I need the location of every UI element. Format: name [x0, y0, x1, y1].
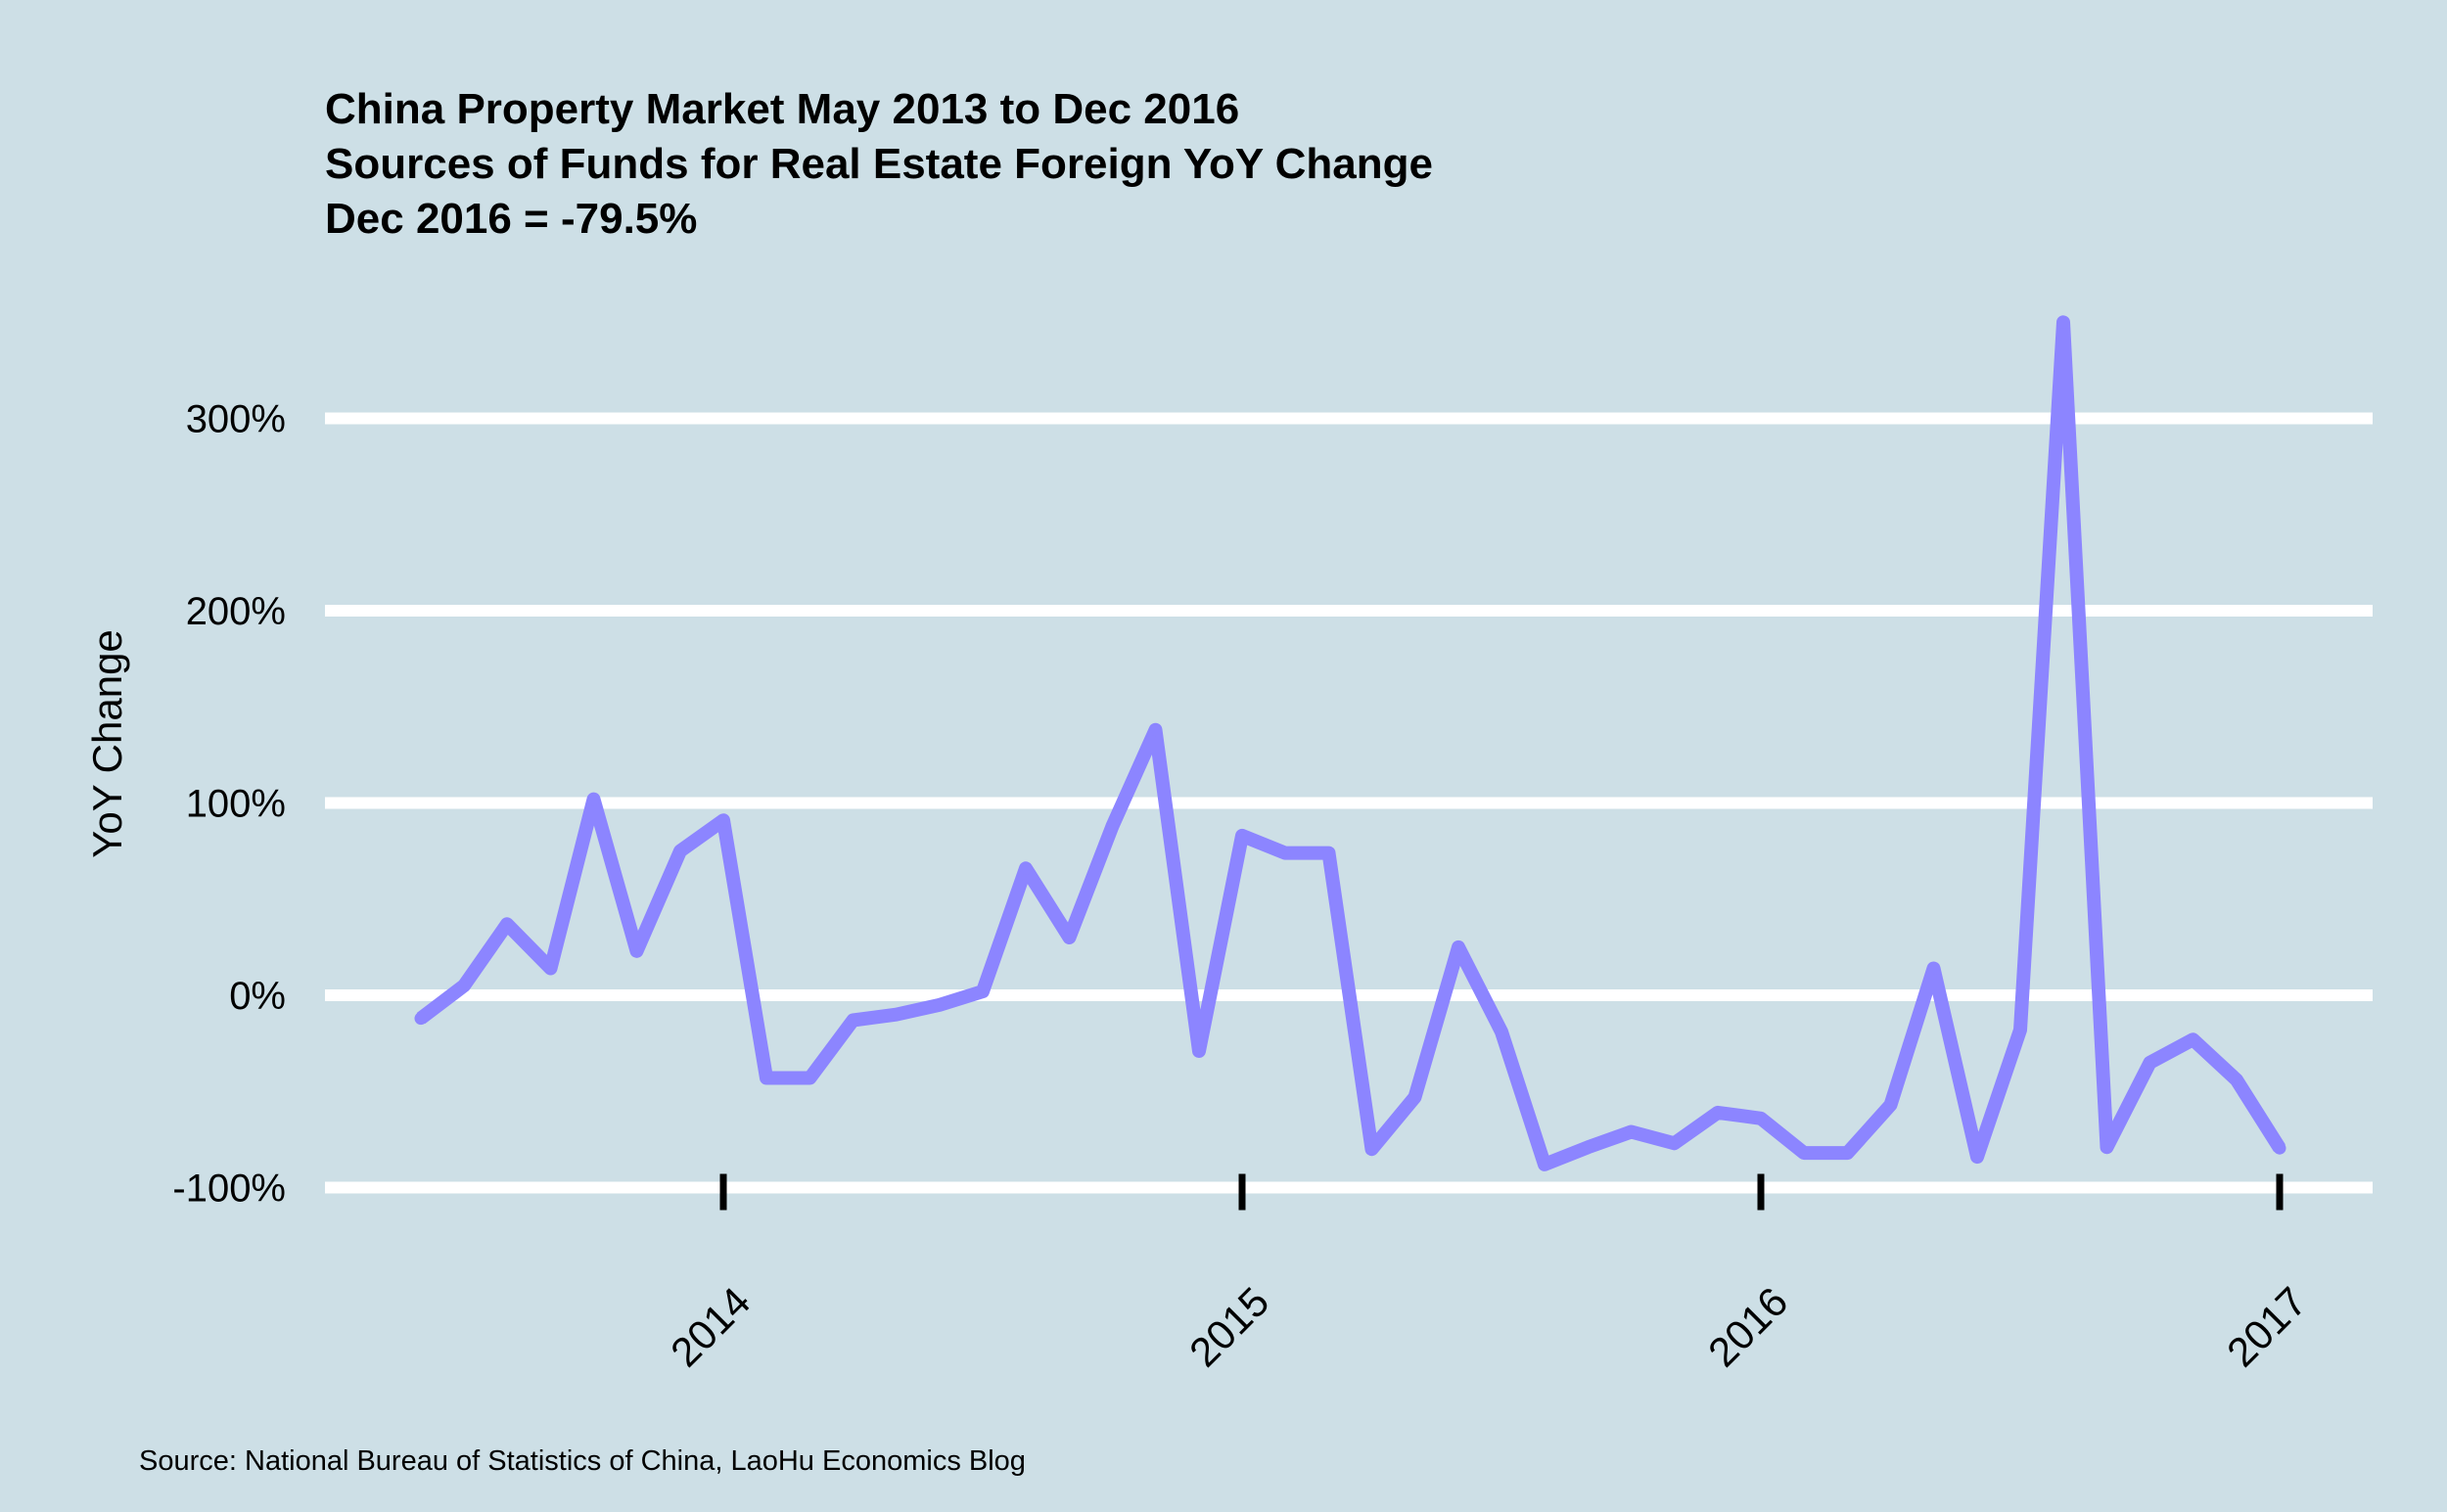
- data-point: [1452, 940, 1465, 954]
- data-point: [2056, 315, 2070, 329]
- x-tick-label: 2014: [662, 1278, 759, 1375]
- data-point: [1884, 1098, 1897, 1112]
- data-point: [1106, 819, 1119, 833]
- data-point: [2273, 1141, 2286, 1155]
- y-tick-label: 300%: [186, 398, 286, 441]
- data-point: [1927, 962, 1940, 975]
- data-point: [1063, 931, 1076, 944]
- data-point: [1841, 1146, 1854, 1160]
- data-point: [673, 845, 687, 858]
- x-axis-tick-labels: 2014 2015 2016 2017: [662, 1278, 2315, 1375]
- data-point: [2230, 1074, 2243, 1086]
- data-point: [1754, 1112, 1768, 1125]
- data-point: [1668, 1136, 1681, 1150]
- data-point: [1192, 1044, 1206, 1058]
- y-tick-label: 100%: [186, 783, 286, 826]
- data-point: [716, 813, 730, 827]
- y-tick-label: 200%: [186, 590, 286, 633]
- data-point: [500, 917, 514, 931]
- y-tick-label: 0%: [229, 975, 286, 1018]
- data-point: [2144, 1056, 2156, 1070]
- data-point: [1235, 829, 1249, 843]
- data-point: [1322, 847, 1335, 860]
- data-point: [2187, 1032, 2199, 1046]
- y-axis-tick-labels: -100% 0% 100% 200% 300%: [172, 398, 286, 1211]
- data-point: [847, 1014, 859, 1027]
- data-point: [1538, 1158, 1551, 1171]
- data-point: [760, 1072, 773, 1084]
- data-series: [414, 315, 2286, 1171]
- data-point: [457, 979, 471, 992]
- data-point: [1019, 861, 1033, 875]
- chart-title: China Property Market May 2013 to Dec 20…: [325, 85, 1433, 243]
- y-axis-label: YoY Change: [84, 629, 130, 858]
- data-point: [1149, 723, 1162, 737]
- data-point: [1625, 1125, 1638, 1138]
- series-line: [416, 315, 2285, 1171]
- data-point: [976, 985, 990, 998]
- source-note: Source: National Bureau of Statistics of…: [139, 1445, 1026, 1477]
- data-point: [587, 793, 600, 806]
- y-tick-label: -100%: [172, 1168, 286, 1211]
- grid-lines: [325, 412, 2373, 1194]
- x-axis-ticks: [719, 1173, 2284, 1211]
- data-point: [630, 944, 643, 958]
- data-point: [2013, 1023, 2027, 1036]
- data-point: [933, 998, 946, 1012]
- data-point: [1365, 1142, 1378, 1156]
- x-tick-label: 2016: [1699, 1278, 1796, 1375]
- data-point: [1408, 1090, 1421, 1104]
- data-point: [1582, 1140, 1594, 1154]
- title-line-3: Dec 2016 = -79.5%: [325, 195, 697, 243]
- data-point: [1797, 1146, 1811, 1160]
- title-line-1: China Property Market May 2013 to Dec 20…: [325, 85, 1239, 133]
- data-point: [414, 1012, 428, 1026]
- data-point: [890, 1008, 902, 1022]
- x-tick-label: 2015: [1180, 1278, 1277, 1375]
- data-point: [1278, 847, 1292, 860]
- title-line-2: Sources of Funds for Real Estate Foreign…: [325, 140, 1433, 188]
- data-point: [544, 962, 557, 975]
- data-point: [1711, 1106, 1725, 1120]
- data-point: [1495, 1025, 1508, 1038]
- data-point: [804, 1072, 816, 1084]
- data-point: [1970, 1150, 1984, 1164]
- data-point: [2101, 1140, 2113, 1154]
- x-tick-label: 2017: [2218, 1278, 2315, 1375]
